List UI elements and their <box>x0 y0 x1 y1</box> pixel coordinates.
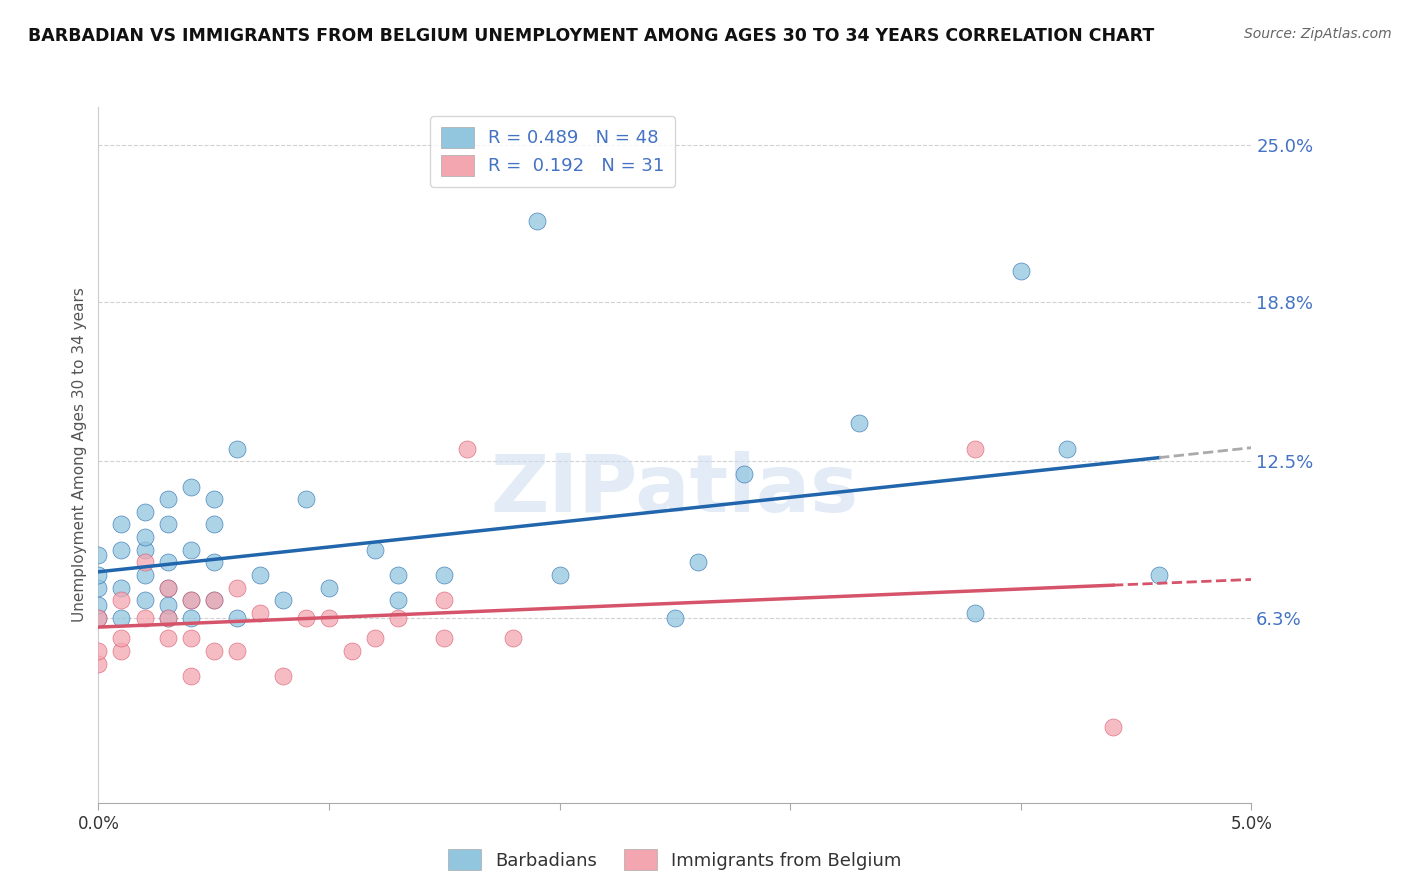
Point <box>134 505 156 519</box>
Point <box>156 611 179 625</box>
Point <box>963 442 986 456</box>
Point <box>156 517 179 532</box>
Point <box>180 611 202 625</box>
Point <box>387 593 409 607</box>
Point <box>87 568 110 582</box>
Point <box>110 644 132 658</box>
Point <box>433 632 456 646</box>
Point <box>733 467 755 481</box>
Point <box>110 581 132 595</box>
Point <box>156 632 179 646</box>
Point <box>526 214 548 228</box>
Text: Source: ZipAtlas.com: Source: ZipAtlas.com <box>1244 27 1392 41</box>
Point <box>156 581 179 595</box>
Point <box>1147 568 1170 582</box>
Point <box>387 611 409 625</box>
Point <box>318 611 340 625</box>
Point <box>156 556 179 570</box>
Point <box>271 669 294 683</box>
Point <box>686 556 709 570</box>
Point <box>249 606 271 620</box>
Point <box>110 611 132 625</box>
Point <box>225 644 247 658</box>
Point <box>180 479 202 493</box>
Point <box>134 593 156 607</box>
Point <box>664 611 686 625</box>
Point <box>180 593 202 607</box>
Point <box>318 581 340 595</box>
Point <box>87 644 110 658</box>
Point <box>110 542 132 557</box>
Point <box>156 599 179 613</box>
Point <box>202 492 225 507</box>
Point <box>1056 442 1078 456</box>
Point <box>364 542 387 557</box>
Point <box>87 611 110 625</box>
Point <box>110 632 132 646</box>
Point <box>225 611 247 625</box>
Point <box>456 442 478 456</box>
Point <box>134 542 156 557</box>
Point <box>202 517 225 532</box>
Point <box>225 442 247 456</box>
Point <box>295 611 318 625</box>
Point <box>1010 264 1032 278</box>
Point <box>87 599 110 613</box>
Text: BARBADIAN VS IMMIGRANTS FROM BELGIUM UNEMPLOYMENT AMONG AGES 30 TO 34 YEARS CORR: BARBADIAN VS IMMIGRANTS FROM BELGIUM UNE… <box>28 27 1154 45</box>
Point <box>202 593 225 607</box>
Point <box>87 548 110 562</box>
Point <box>225 581 247 595</box>
Point <box>548 568 571 582</box>
Point <box>202 556 225 570</box>
Point <box>180 669 202 683</box>
Point <box>387 568 409 582</box>
Point <box>110 593 132 607</box>
Point <box>87 657 110 671</box>
Point <box>87 581 110 595</box>
Point <box>1102 720 1125 734</box>
Point <box>963 606 986 620</box>
Point <box>87 611 110 625</box>
Legend: Barbadians, Immigrants from Belgium: Barbadians, Immigrants from Belgium <box>441 842 908 877</box>
Point <box>202 644 225 658</box>
Point <box>249 568 271 582</box>
Point <box>848 417 870 431</box>
Point <box>271 593 294 607</box>
Point <box>180 632 202 646</box>
Point <box>180 593 202 607</box>
Point <box>433 593 456 607</box>
Point <box>502 632 524 646</box>
Point <box>364 632 387 646</box>
Point <box>180 542 202 557</box>
Point <box>156 611 179 625</box>
Point <box>202 593 225 607</box>
Point <box>295 492 318 507</box>
Point <box>156 492 179 507</box>
Point <box>156 581 179 595</box>
Text: ZIPatlas: ZIPatlas <box>491 450 859 529</box>
Y-axis label: Unemployment Among Ages 30 to 34 years: Unemployment Among Ages 30 to 34 years <box>72 287 87 623</box>
Point <box>340 644 363 658</box>
Point <box>134 568 156 582</box>
Point <box>134 611 156 625</box>
Point <box>134 556 156 570</box>
Point <box>134 530 156 544</box>
Point <box>110 517 132 532</box>
Point <box>433 568 456 582</box>
